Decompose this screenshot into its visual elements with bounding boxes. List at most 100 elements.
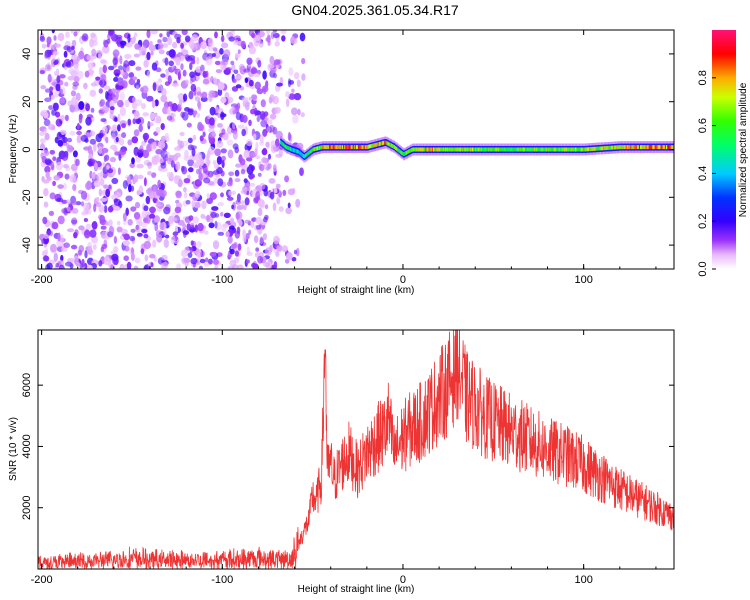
trace-core: [520, 147, 523, 152]
trace-core: [324, 145, 327, 150]
noise-speckle: [301, 58, 306, 65]
noise-speckle: [170, 236, 176, 245]
noise-speckle: [255, 247, 260, 252]
trace-core: [637, 145, 640, 150]
noise-speckle: [248, 174, 254, 180]
noise-speckle: [78, 225, 85, 231]
noise-speckle: [84, 70, 90, 78]
noise-speckle: [151, 62, 158, 71]
noise-speckle: [149, 206, 156, 213]
noise-speckle: [155, 200, 160, 205]
noise-speckle: [137, 148, 145, 154]
trace-core: [614, 145, 616, 150]
noise-speckle: [146, 122, 154, 127]
noise-speckle: [140, 87, 144, 93]
noise-speckle: [272, 30, 278, 33]
noise-speckle: [55, 83, 61, 92]
noise-speckle: [214, 220, 218, 229]
noise-speckle: [131, 96, 137, 103]
trace-core: [348, 145, 350, 150]
noise-speckle: [269, 55, 275, 65]
colorbar-gradient: [712, 30, 736, 269]
noise-speckle: [133, 53, 140, 58]
trace-core: [662, 145, 665, 150]
noise-speckle: [52, 102, 59, 111]
y-tick-label: -20: [21, 189, 33, 205]
trace-core: [533, 147, 536, 152]
noise-speckle: [260, 99, 266, 108]
trace-core: [645, 145, 648, 150]
noise-speckle: [284, 175, 290, 183]
noise-speckle: [240, 189, 248, 194]
noise-speckle: [217, 178, 224, 187]
noise-speckle: [41, 43, 47, 49]
trace-core: [433, 147, 435, 152]
noise-speckle: [195, 75, 200, 81]
noise-speckle: [100, 225, 107, 230]
trace-core: [603, 146, 605, 151]
trace-core: [468, 147, 471, 152]
noise-speckle: [221, 155, 227, 162]
noise-speckle: [70, 30, 75, 34]
noise-speckle: [112, 147, 118, 152]
noise-speckle: [236, 226, 241, 235]
trace-core: [532, 147, 535, 152]
trace-core: [307, 151, 309, 156]
noise-speckle: [154, 99, 159, 107]
noise-speckle: [175, 161, 181, 171]
trace-core: [447, 147, 449, 152]
snr-series-line: [38, 330, 674, 569]
noise-speckle: [146, 30, 151, 39]
noise-speckle: [183, 229, 187, 238]
noise-speckle: [77, 249, 83, 256]
trace-core: [487, 147, 489, 152]
noise-speckle: [262, 128, 268, 137]
noise-speckle: [221, 34, 225, 43]
noise-speckle: [291, 257, 297, 262]
noise-speckle: [212, 259, 220, 265]
noise-speckle: [214, 60, 221, 66]
trace-core: [442, 147, 445, 152]
noise-speckle: [214, 31, 218, 39]
x-tick-label: 0: [400, 274, 406, 286]
noise-speckle: [151, 172, 157, 178]
x-tick-label: -100: [211, 574, 233, 586]
noise-speckle: [153, 215, 160, 223]
trace-core: [560, 147, 563, 152]
trace-core: [459, 147, 461, 152]
trace-core: [387, 141, 389, 146]
trace-core: [647, 145, 650, 150]
noise-speckle: [86, 54, 91, 61]
noise-speckle: [100, 171, 104, 178]
noise-speckle: [239, 65, 246, 75]
noise-speckle: [115, 91, 119, 100]
noise-speckle: [191, 200, 196, 208]
noise-speckle: [152, 239, 157, 248]
noise-speckle: [206, 197, 214, 204]
trace-core: [424, 147, 426, 152]
colorbar-tick-label: 0.6: [697, 118, 709, 133]
noise-speckle: [191, 34, 199, 42]
trace-core: [575, 147, 577, 152]
noise-speckle: [220, 192, 224, 198]
noise-speckle: [71, 39, 77, 47]
trace-core: [437, 147, 439, 152]
noise-speckle: [154, 112, 158, 118]
spectrogram-x-axis-label: Height of straight line (km): [298, 285, 415, 296]
noise-speckle: [280, 30, 287, 35]
noise-speckle: [194, 224, 198, 233]
noise-speckle: [261, 157, 268, 164]
noise-speckle: [102, 171, 108, 179]
noise-speckle: [156, 189, 164, 197]
noise-speckle: [70, 244, 78, 250]
x-tick-label: -200: [31, 274, 53, 286]
noise-speckle: [196, 152, 203, 160]
noise-speckle: [43, 234, 50, 239]
noise-speckle: [118, 153, 122, 161]
noise-speckle: [162, 36, 168, 43]
noise-speckle: [197, 222, 204, 232]
noise-speckle: [117, 124, 121, 132]
noise-speckle: [154, 117, 159, 124]
trace-core: [391, 144, 394, 148]
noise-speckle: [72, 208, 79, 214]
